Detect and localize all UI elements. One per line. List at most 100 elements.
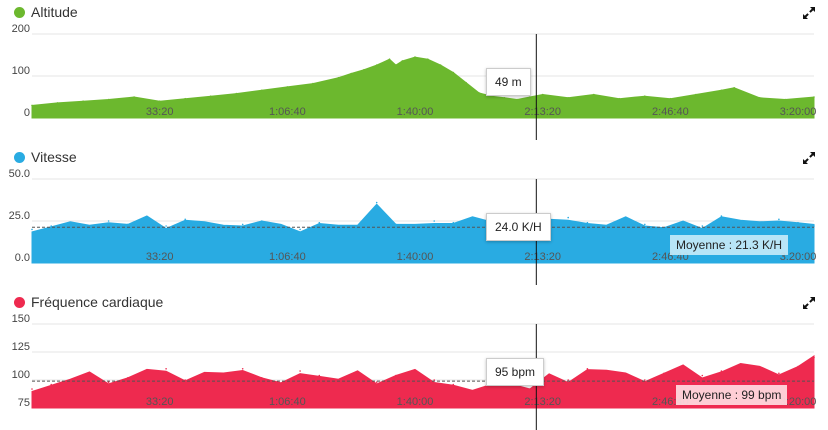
data-point [414,370,416,372]
data-point [222,374,225,377]
series-area [31,354,815,409]
data-point [471,390,474,392]
x-tick-label: 1:40:00 [397,251,434,263]
x-tick-label: 33:20 [146,251,174,263]
altitude-legend-dot [14,6,25,18]
data-point [69,221,72,224]
data-point [433,379,436,381]
data-point [107,98,110,101]
data-point [388,58,391,60]
x-tick-label: 2:13:20 [524,106,561,118]
panel-title: Altitude [14,4,78,20]
data-point [739,220,742,222]
data-point [363,68,365,71]
x-tick-label: 3:20:00 [780,396,817,408]
y-tick-label: 75 [18,397,30,409]
data-point [433,220,436,222]
data-point [69,379,72,381]
y-tick-label: 100 [12,369,30,381]
vitesse-title: Vitesse [31,149,77,165]
data-point [452,71,455,74]
data-point [503,97,506,99]
data-point [663,372,665,375]
y-tick-label: 25.0 [9,210,30,222]
vitesse-legend-dot [14,151,25,163]
data-point [414,225,416,227]
data-point [184,379,186,381]
data-point [318,221,321,224]
panel-title: Fréquence cardiaque [14,294,163,310]
x-tick-label: 1:40:00 [397,106,434,118]
data-point [682,221,684,224]
data-point [107,220,110,222]
data-point [165,225,167,227]
data-point [758,97,761,99]
data-point [165,368,167,370]
y-tick-label: 0 [24,107,30,119]
data-point [31,388,33,390]
data-point [644,223,646,226]
data-point [350,72,353,75]
data-point [465,81,467,84]
data-point [158,100,161,102]
data-point [605,370,608,372]
data-point [733,87,735,89]
expand-arrows-icon[interactable] [802,296,816,310]
data-point [356,372,359,375]
data-point [235,92,238,95]
data-point [720,89,723,92]
data-point [337,76,340,79]
data-point [452,221,455,224]
data-point [593,93,595,96]
data-point [31,104,33,107]
data-point [541,93,544,96]
expand-arrows-icon[interactable] [802,6,816,20]
data-point [567,97,569,99]
data-point [375,64,378,66]
data-point [548,374,550,377]
data-point [586,221,589,224]
y-tick-label: 125 [12,341,30,353]
y-tick-label: 100 [12,65,30,77]
vitesse-chart: 0.025.050.033:20 1:06:40 1:40:00 2:13:20 2:4… [9,168,816,285]
frequence-cursor-tooltip: 95 bpm [486,358,545,386]
data-point [567,216,569,219]
data-point [701,374,704,377]
data-point [395,374,397,377]
data-point [241,223,244,226]
expand-arrows-icon[interactable] [802,151,816,165]
data-point [439,64,442,66]
data-point [375,381,378,383]
data-point [286,86,289,88]
x-tick-label: 1:06:40 [269,396,306,408]
data-point [427,58,429,60]
data-point [146,216,148,219]
vitesse-cursor-tooltip: 24.0 K/H [486,213,551,241]
data-point [395,64,397,66]
altitude-cursor-tooltip: 49 m [486,68,531,96]
data-point [529,388,531,390]
data-point [261,220,263,222]
data-point [586,368,589,370]
y-tick-label: 200 [12,23,30,35]
data-point [644,379,646,381]
panel-title: Vitesse [14,149,77,165]
y-tick-label: 0.0 [15,252,30,264]
data-point [401,60,404,62]
data-point [261,377,263,379]
data-point [778,372,780,375]
data-point [375,201,378,204]
data-point [209,95,212,97]
data-point [318,374,321,377]
altitude-title: Altitude [31,4,78,20]
data-point [644,95,646,97]
data-point [241,368,244,370]
data-point [146,370,148,372]
data-point [395,223,397,226]
data-point [337,225,340,227]
data-point [184,218,186,221]
data-point [797,365,799,368]
frequence-legend-dot [14,296,25,308]
x-tick-label: 33:20 [146,396,174,408]
